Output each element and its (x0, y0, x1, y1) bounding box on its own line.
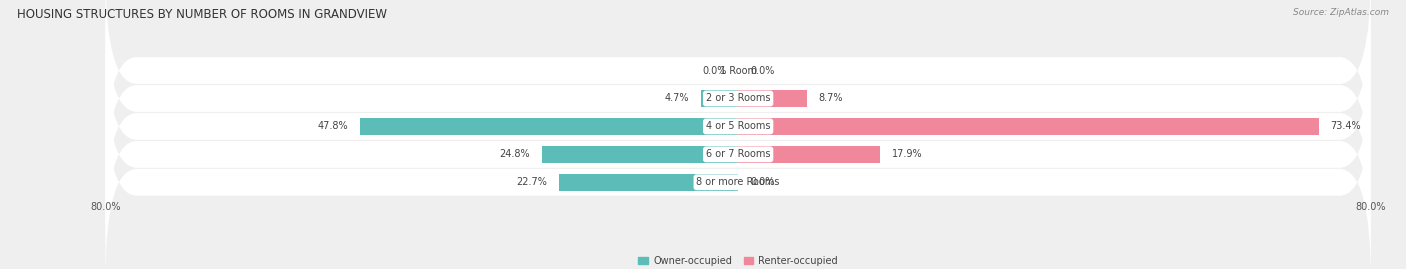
Bar (541, 146, 738, 163)
Text: HOUSING STRUCTURES BY NUMBER OF ROOMS IN GRANDVIEW: HOUSING STRUCTURES BY NUMBER OF ROOMS IN… (17, 8, 387, 21)
FancyBboxPatch shape (105, 56, 1371, 253)
Legend: Owner-occupied, Renter-occupied: Owner-occupied, Renter-occupied (634, 252, 842, 269)
Text: 8.7%: 8.7% (818, 94, 844, 104)
Text: 2 or 3 Rooms: 2 or 3 Rooms (706, 94, 770, 104)
Text: 73.4%: 73.4% (1330, 121, 1361, 132)
Text: 4.7%: 4.7% (665, 94, 689, 104)
Bar (558, 174, 738, 191)
FancyBboxPatch shape (105, 0, 1371, 197)
Text: 8 or more Rooms: 8 or more Rooms (696, 177, 780, 187)
Bar (702, 90, 738, 107)
Text: Source: ZipAtlas.com: Source: ZipAtlas.com (1294, 8, 1389, 17)
Text: 0.0%: 0.0% (702, 66, 727, 76)
Text: 0.0%: 0.0% (749, 177, 775, 187)
Text: 6 or 7 Rooms: 6 or 7 Rooms (706, 149, 770, 159)
Text: 47.8%: 47.8% (318, 121, 349, 132)
FancyBboxPatch shape (105, 0, 1371, 169)
Text: 22.7%: 22.7% (516, 177, 547, 187)
Bar (360, 118, 738, 135)
Bar (738, 118, 1319, 135)
Text: 4 or 5 Rooms: 4 or 5 Rooms (706, 121, 770, 132)
FancyBboxPatch shape (105, 28, 1371, 225)
Text: 0.0%: 0.0% (749, 66, 775, 76)
Text: 1 Room: 1 Room (720, 66, 756, 76)
Bar (738, 90, 807, 107)
Text: 24.8%: 24.8% (499, 149, 530, 159)
Bar (738, 146, 880, 163)
FancyBboxPatch shape (105, 84, 1371, 269)
Text: 17.9%: 17.9% (891, 149, 922, 159)
